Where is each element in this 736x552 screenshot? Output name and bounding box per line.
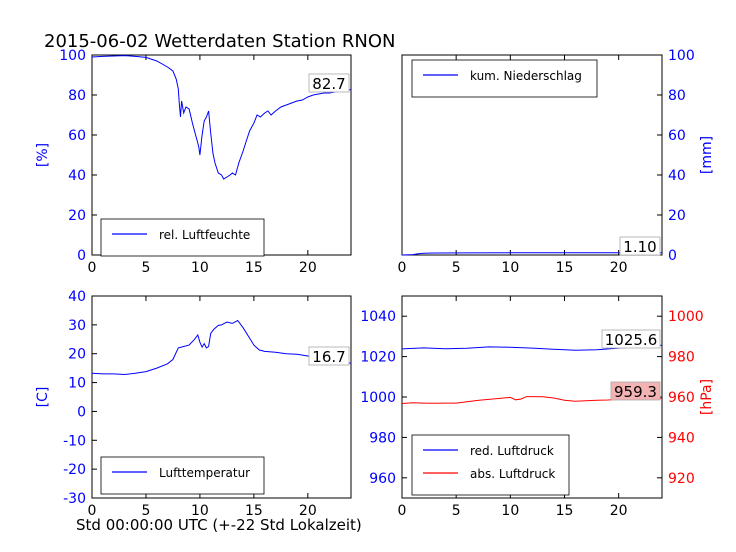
legend-box: [100, 218, 265, 257]
last-value-label-box: [308, 346, 350, 366]
last-value-label: 16.7: [312, 348, 345, 366]
y-tick-label: 40: [668, 168, 686, 184]
x-axis-label: Std 00:00:00 UTC (+-22 Std Lokalzeit): [76, 516, 362, 534]
y-tick-label: 100: [59, 48, 86, 64]
x-tick-label: 0: [88, 503, 97, 519]
legend-label: rel. Luftfeuchte: [159, 228, 250, 242]
y-tick-label: 100: [668, 48, 695, 64]
last-value-label-absolute-box: [610, 381, 661, 401]
y-tick-label: 940: [668, 430, 695, 446]
y-tick-label: 60: [68, 128, 86, 144]
series-line-temperature: [91, 319, 352, 376]
legend-box: [411, 59, 598, 98]
y-tick-label: -30: [63, 491, 86, 507]
x-tick-label: 10: [501, 260, 519, 276]
x-tick-label: 15: [245, 503, 263, 519]
x-tick-label: 10: [191, 503, 209, 519]
y-tick-label: -10: [63, 433, 86, 449]
x-tick-label: 20: [610, 503, 628, 519]
y-tick-label: 980: [668, 350, 695, 366]
plot-frame: [91, 295, 352, 499]
y-tick-label: 1040: [360, 309, 396, 325]
panel-pressure: 0 5 10 15 20 960 980 1000 1020 1040 920 940 960 980 10…: [360, 295, 715, 519]
y-tick-label: 20: [68, 347, 86, 363]
last-value-label-absolute: 959.3: [614, 383, 657, 401]
panel-temperature: 0 5 10 15 20 -30 -20 -10 0 10 20 30 40 [C] 16.7 Lufttem…: [35, 289, 352, 519]
x-tick-label: 20: [299, 260, 317, 276]
y-tick-label: 1000: [360, 390, 396, 406]
y-tick-label: 60: [668, 128, 686, 144]
y-tick-label: 30: [68, 318, 86, 334]
plot-frame: [401, 54, 663, 256]
x-tick-label: 20: [299, 503, 317, 519]
x-tick-label: 5: [452, 503, 461, 519]
y-tick-label: 960: [668, 390, 695, 406]
legend-box: [100, 456, 265, 495]
last-value-label-reduced: 1025.6: [605, 331, 658, 349]
panel-humidity: 0 5 10 15 20 0 20 40 60 80 100 [%] 82.7 rel. Luftfeuc…: [35, 48, 352, 276]
y-tick-label: 980: [369, 430, 396, 446]
x-tick-label: 5: [452, 260, 461, 276]
y-tick-label: 920: [668, 471, 695, 487]
y-tick-label: 1020: [360, 350, 396, 366]
last-value-label-reduced-box: [601, 329, 661, 349]
series-line-humidity: [91, 55, 352, 180]
legend-label: Lufttemperatur: [159, 466, 250, 480]
last-value-label-box: [619, 236, 661, 256]
x-tick-label: 0: [398, 260, 407, 276]
last-value-label-box: [308, 73, 350, 93]
x-tick-label: 0: [398, 503, 407, 519]
panel-precipitation: 0 5 10 15 20 0 20 40 60 80 100 [mm] 1.10 kum. Nieders…: [398, 48, 715, 276]
y-axis-label: [hPa]: [699, 379, 715, 415]
y-tick-label: 40: [68, 289, 86, 305]
y-axis-label: [%]: [35, 143, 51, 167]
y-tick-label: 20: [668, 208, 686, 224]
y-tick-label: 960: [369, 471, 396, 487]
x-tick-label: 15: [556, 260, 574, 276]
y-tick-label: 0: [77, 404, 86, 420]
x-tick-label: 10: [191, 260, 209, 276]
legend-box: [411, 434, 570, 496]
y-axis-label: [C]: [35, 387, 51, 408]
x-tick-label: 0: [88, 260, 97, 276]
x-tick-label: 5: [141, 260, 150, 276]
x-tick-label: 10: [501, 503, 519, 519]
y-axis-label: [mm]: [699, 136, 715, 174]
y-tick-label: 80: [668, 88, 686, 104]
legend-label: kum. Niederschlag: [470, 69, 582, 83]
y-tick-label: 10: [68, 376, 86, 392]
chart-title: 2015-06-02 Wetterdaten Station RNON: [44, 31, 396, 52]
y-tick-label: 20: [68, 208, 86, 224]
y-tick-label: -20: [63, 462, 86, 478]
y-tick-label: 80: [68, 88, 86, 104]
y-tick-label: 40: [68, 168, 86, 184]
last-value-label: 82.7: [312, 75, 345, 93]
y-tick-label: 0: [668, 248, 677, 264]
x-tick-label: 20: [610, 260, 628, 276]
x-tick-label: 5: [141, 503, 150, 519]
legend-label: abs. Luftdruck: [470, 467, 555, 481]
x-tick-label: 15: [245, 260, 263, 276]
legend-label: red. Luftdruck: [470, 444, 554, 458]
last-value-label: 1.10: [623, 238, 656, 256]
y-tick-label: 1000: [668, 309, 704, 325]
y-tick-label: 0: [77, 248, 86, 264]
x-tick-label: 15: [556, 503, 574, 519]
series-line-precipitation: [401, 252, 662, 256]
